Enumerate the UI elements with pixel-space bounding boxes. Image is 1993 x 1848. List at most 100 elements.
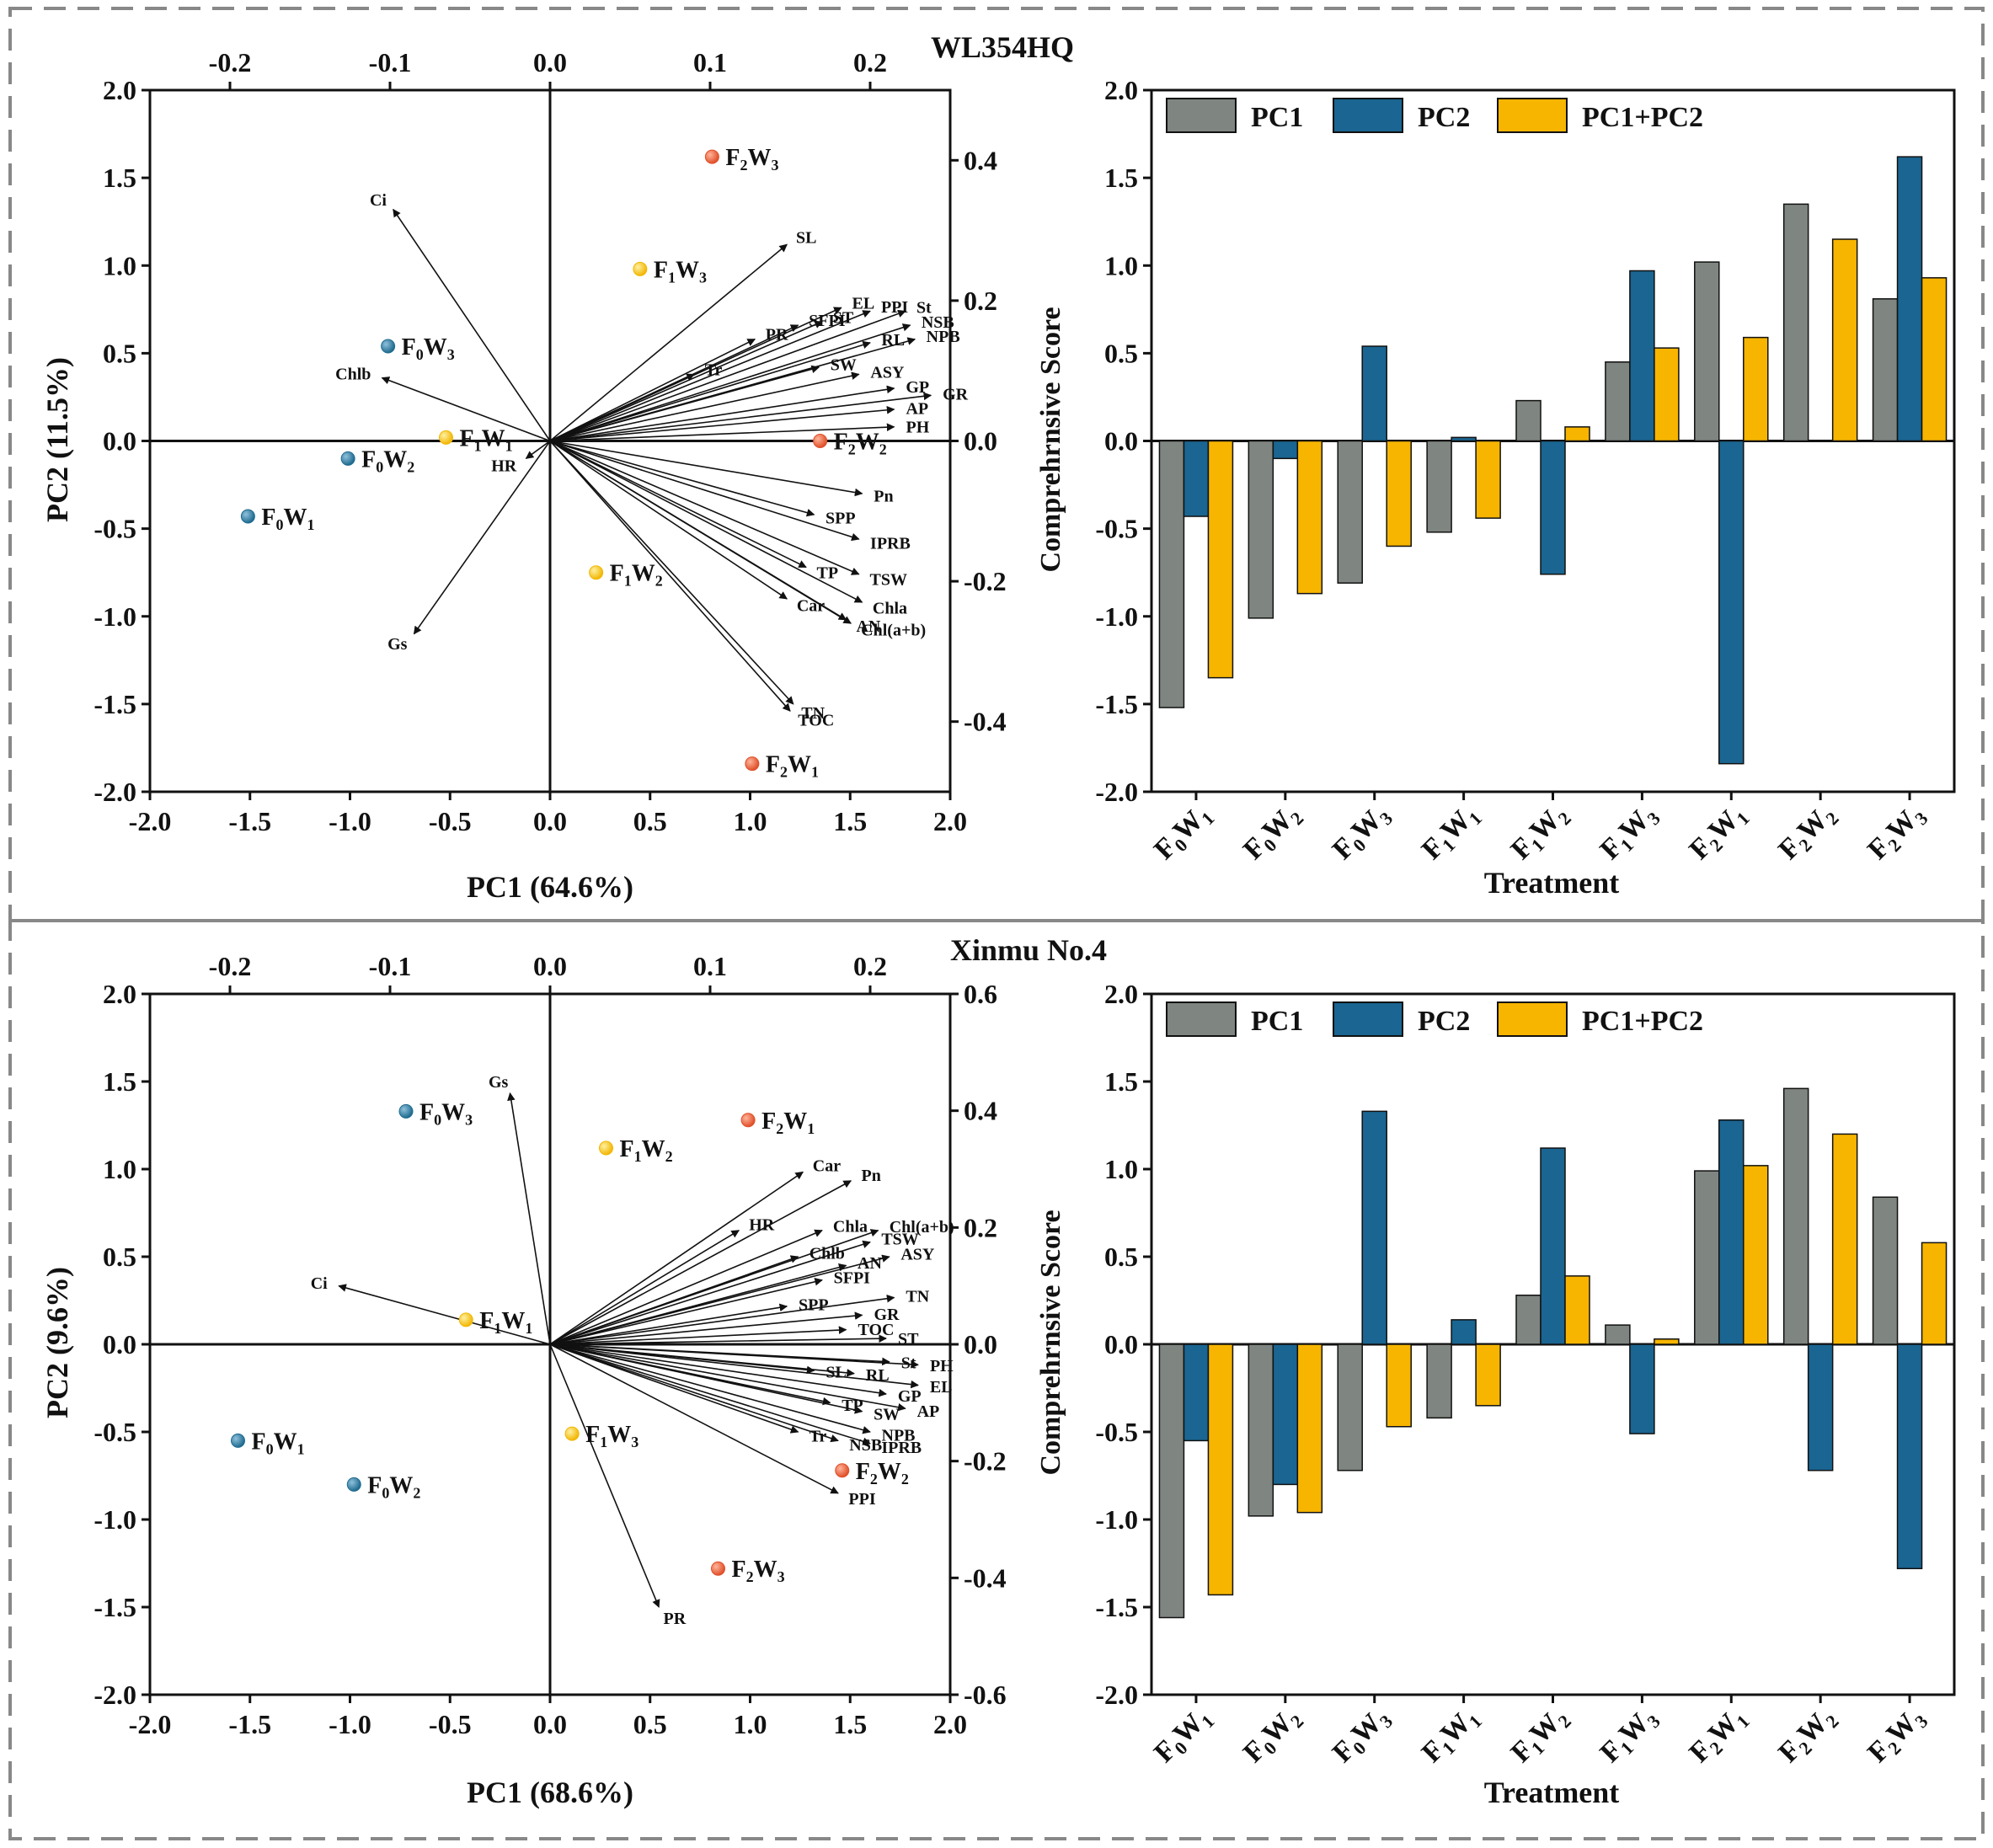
score-label: F0W2 <box>367 1472 420 1501</box>
loading-arrows: CiChlbHRGsSLTrPRSFPISTELPPIStNSBNPBRLSWA… <box>335 191 969 730</box>
loading-label: AP <box>906 400 928 419</box>
loading-arrow-rl <box>549 340 871 442</box>
bar-pc1-7 <box>1782 1087 1809 1345</box>
bar-y-tick-label: -1.5 <box>1095 689 1138 719</box>
loading-label: EL <box>852 294 875 312</box>
score-point-f0w1 <box>231 1433 245 1448</box>
y-tick-label: 2.0 <box>103 979 136 1009</box>
loading-label: PPI <box>881 298 908 317</box>
score-label: F1W2 <box>620 1136 673 1165</box>
loading-label: SL <box>796 228 816 247</box>
x-tick-label: 0.0 <box>533 806 567 836</box>
loading-label: HR <box>749 1216 775 1235</box>
score-point-f1w2 <box>599 1140 613 1156</box>
score-label: F1W3 <box>585 1422 639 1450</box>
loading-arrow-chla <box>549 1229 823 1345</box>
panel-wl354hq: WL354HQ -2.0 -1.5 -1.0 -0.5 0.0 0.5 1.0 1.5 2.0-… <box>40 30 1956 904</box>
loading-label: GR <box>874 1306 900 1324</box>
bar-category-label: F1W2 <box>1505 798 1575 868</box>
x-tick-label: 1.0 <box>734 1709 767 1739</box>
loading-arrow-chlab <box>549 440 852 624</box>
bar-y-tick-label: -0.5 <box>1095 1417 1138 1447</box>
bar-pc2-7 <box>1807 1343 1834 1471</box>
right-tick-label: -0.6 <box>964 1680 1007 1710</box>
score-label: F0W3 <box>402 334 455 363</box>
x-tick-label: -0.5 <box>429 806 472 836</box>
bar-pc1-0 <box>1158 1343 1185 1619</box>
loading-label: TOC <box>798 712 834 730</box>
bar-pc2-2 <box>1361 1110 1387 1345</box>
loading-label: AN <box>856 617 880 636</box>
bar-pc1pluspc2-4 <box>1564 1275 1590 1345</box>
score-point-f2w3 <box>704 149 719 164</box>
loading-label: ST <box>898 1330 919 1349</box>
bar-pc1pluspc2-1 <box>1296 440 1323 595</box>
x-tick-label: 1.5 <box>833 1709 867 1739</box>
bar-category-label: F0W3 <box>1327 798 1397 868</box>
loading-arrow-st <box>549 1334 887 1345</box>
bar-pc1-4 <box>1515 1295 1542 1345</box>
loading-arrow-gs <box>413 441 551 635</box>
right-tick-label: 0.6 <box>964 979 997 1009</box>
loading-arrow-gp <box>549 385 895 442</box>
right-tick-label: 0.2 <box>964 1212 997 1242</box>
loading-arrow-pn <box>549 1180 852 1345</box>
legend-label-pc2: PC2 <box>1418 102 1470 133</box>
loading-arrow-hr <box>549 1230 740 1345</box>
loading-label: AP <box>917 1402 940 1421</box>
bar-pc2-1 <box>1272 1343 1299 1486</box>
loading-arrow-chlb <box>381 377 551 442</box>
right-tick-label: -0.2 <box>964 566 1007 596</box>
loading-arrow-ci <box>393 208 551 441</box>
bar-pc2-4 <box>1540 440 1566 575</box>
bar-category-label: F0W1 <box>1148 798 1218 868</box>
score-point-f0w3 <box>381 339 396 354</box>
bar-pc1pluspc2-0 <box>1207 1343 1234 1596</box>
x-tick-label: 2.0 <box>933 806 967 836</box>
legend-swatch-pc1 <box>1166 1001 1237 1037</box>
bar-pc2-8 <box>1896 156 1923 442</box>
loading-label: SFPI <box>834 1269 871 1288</box>
bar-category-label: F2W2 <box>1772 798 1842 868</box>
bar-pc1-3 <box>1426 440 1452 533</box>
bar-pc1-8 <box>1872 298 1899 442</box>
y-tick-label: 0.5 <box>103 1242 136 1272</box>
bar-y-tick-label: 0.5 <box>1104 1242 1138 1272</box>
score-label: F2W1 <box>766 752 819 781</box>
right-tick-label: -0.4 <box>964 707 1007 737</box>
y-tick-label: -1.5 <box>94 689 136 719</box>
bar-category-label: F1W1 <box>1416 1701 1486 1771</box>
frame-top <box>8 7 1985 922</box>
right-tick-label: -0.2 <box>964 1446 1007 1477</box>
score-point-f1w1 <box>439 430 453 445</box>
loading-label: PR <box>664 1610 687 1628</box>
biplot-xlabel: PC1 (64.6%) <box>467 870 633 904</box>
bar-pc1-5 <box>1605 361 1631 442</box>
bar-plot: -2.0 -1.5 -1.0 -0.5 0.0 0.5 1.0 1.5 2.0 F0W1 F0W2 F… <box>1095 75 1956 868</box>
loading-arrow-chlb <box>549 1255 799 1345</box>
bar-pc1pluspc2-8 <box>1921 277 1948 442</box>
loading-label: Car <box>797 597 825 616</box>
bar-pc1pluspc2-7 <box>1831 238 1858 442</box>
score-label: F1W3 <box>654 257 707 286</box>
bar-category-label: F0W3 <box>1327 1701 1397 1771</box>
loading-arrow-gr <box>549 1311 863 1345</box>
bar-pc1-6 <box>1694 1170 1720 1345</box>
y-tick-label: 1.0 <box>103 1154 136 1184</box>
loading-label: PPI <box>848 1490 875 1509</box>
score-label: F2W3 <box>732 1557 785 1585</box>
loading-label: SW <box>831 355 857 374</box>
bar-pc2-4 <box>1540 1147 1566 1345</box>
bar-pc1-3 <box>1426 1343 1452 1419</box>
y-tick-label: 1.0 <box>103 250 136 280</box>
bar-pc1-2 <box>1337 1343 1363 1471</box>
y-tick-label: -0.5 <box>94 1417 136 1447</box>
loading-label: Chla <box>873 600 907 618</box>
score-label: F1W1 <box>460 425 513 454</box>
bar-pc1-5 <box>1605 1324 1631 1345</box>
biplot-wl354hq: WL354HQ -2.0 -1.5 -1.0 -0.5 0.0 0.5 1.0 1.5 2.0-… <box>40 30 1074 904</box>
bar-pc1pluspc2-3 <box>1475 440 1501 519</box>
bar-pc1pluspc2-6 <box>1743 1165 1769 1345</box>
bar-category-label: F2W2 <box>1772 1701 1842 1771</box>
